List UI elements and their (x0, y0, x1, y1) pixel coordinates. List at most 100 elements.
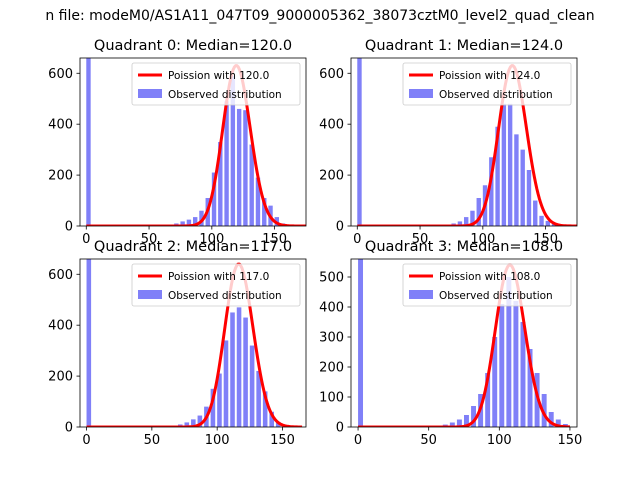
legend-bar-swatch (138, 89, 162, 98)
histogram-bar (501, 103, 507, 226)
histogram-bar (256, 371, 261, 427)
x-tick-label: 100 (205, 433, 230, 448)
histogram-bar (217, 373, 222, 427)
histogram-bar (191, 419, 196, 427)
subplot-title: Quadrant 3: Median=108.0 (365, 239, 563, 255)
histogram-bar (548, 412, 554, 427)
axes-frame (350, 258, 578, 428)
histogram-bar (499, 304, 505, 427)
y-tick-label: 0 (65, 220, 73, 235)
histogram-bar (545, 220, 551, 226)
legend-label-fit: Poission with 124.0 (439, 70, 540, 82)
subplot-title: Quadrant 2: Median=117.0 (94, 239, 292, 255)
histogram-bar (230, 312, 235, 427)
histogram-bar (555, 419, 561, 427)
histogram-bar (495, 126, 500, 226)
histogram-bar (262, 391, 268, 427)
plot-area (86, 259, 303, 427)
y-tick-label: 400 (48, 118, 73, 133)
x-tick-label: 50 (412, 232, 429, 247)
subplot-3: 0 50 100 150 0 100 200 300 400 500 Quadrant 3: Med… (319, 239, 582, 448)
x-tick-label: 150 (533, 232, 558, 247)
legend-bar-swatch (409, 89, 433, 98)
x-tick-label: 100 (470, 232, 495, 247)
histogram-bar (464, 415, 469, 427)
histogram-bar (513, 301, 519, 427)
histogram-bar (180, 221, 185, 226)
histogram-bar (249, 144, 254, 226)
legend-label-hist: Observed distribution (439, 89, 553, 101)
x-tick-label: 0 (82, 433, 90, 448)
y-tick-label: 0 (336, 220, 344, 235)
y-tick-label: 300 (319, 331, 344, 346)
x-tick-label: 0 (353, 232, 361, 247)
x-tick-label: 0 (354, 433, 362, 448)
histogram-bar (269, 411, 274, 427)
legend-label-hist: Observed distribution (168, 89, 282, 101)
x-tick-label: 100 (487, 433, 512, 448)
legend-box (131, 263, 301, 307)
figure-suptitle: n file: modeM0/AS1A11_047T09_9000005362_… (45, 8, 594, 24)
y-tick-label: 600 (319, 67, 344, 82)
histogram-bar (223, 340, 229, 427)
histogram-bar (186, 219, 192, 226)
histogram-bar (520, 322, 526, 427)
legend-label-hist: Observed distribution (168, 290, 282, 302)
histogram-bar (526, 170, 532, 226)
axes-frame (79, 258, 307, 428)
legend-label-fit: Poission with 120.0 (168, 70, 269, 82)
histogram-bar (539, 215, 544, 226)
histogram-bar (199, 210, 204, 226)
subplot-2: 0 50 100 150 0 200 400 600 Quadrant 2: Median=11… (48, 239, 307, 448)
histogram-bar (236, 307, 242, 427)
x-tick-label: 50 (420, 433, 437, 448)
x-tick-label: 100 (199, 232, 224, 247)
y-tick-label: 0 (336, 421, 344, 436)
histogram-bar (224, 101, 229, 226)
histogram-bar (533, 200, 538, 226)
legend-bar-swatch (409, 290, 433, 299)
axes-frame (350, 57, 578, 227)
histogram-bar (485, 373, 491, 427)
y-tick-label: 400 (319, 301, 344, 316)
histogram-bar (357, 58, 362, 226)
poisson-fit-line (357, 64, 577, 226)
subplot-title: Quadrant 1: Median=124.0 (365, 38, 563, 54)
histogram-bar (520, 149, 525, 226)
legend-box (131, 62, 301, 106)
legend-box (402, 263, 572, 307)
subplot-1: 0 50 100 150 0 200 400 600 Quadrant 1: Median=12… (319, 38, 578, 247)
panels: 0 50 100 150 0 200 400 600 Quadrant 0: Median=12… (48, 38, 582, 448)
y-tick-label: 600 (48, 67, 73, 82)
histogram-bar (527, 349, 533, 427)
histogram-bar (211, 172, 217, 226)
y-tick-label: 200 (48, 370, 73, 385)
histogram-bar (492, 337, 498, 427)
poisson-fit-line (357, 263, 571, 427)
y-tick-label: 600 (48, 268, 73, 283)
y-tick-label: 400 (319, 118, 344, 133)
histogram-bar (255, 177, 261, 226)
histogram-bar (456, 419, 462, 427)
poisson-fit-line (86, 64, 306, 226)
histogram-bar (506, 277, 512, 427)
histogram-bar (449, 422, 455, 427)
histogram-bar (193, 217, 198, 226)
y-tick-label: 0 (65, 421, 73, 436)
subplot-title: Quadrant 0: Median=120.0 (94, 38, 292, 54)
plot-area (357, 58, 577, 226)
histogram-bar (541, 394, 547, 427)
histogram-bar (184, 422, 190, 427)
histogram-bar (218, 142, 223, 226)
y-tick-label: 400 (48, 319, 73, 334)
histogram-bar (243, 317, 248, 427)
histogram-bar (470, 210, 475, 226)
histogram-bar (236, 108, 242, 226)
axes-frame (79, 57, 307, 227)
histogram-bar (514, 134, 519, 226)
y-tick-label: 200 (319, 361, 344, 376)
x-tick-label: 50 (144, 433, 161, 448)
histogram-bar (471, 406, 477, 427)
x-tick-label: 150 (262, 232, 287, 247)
